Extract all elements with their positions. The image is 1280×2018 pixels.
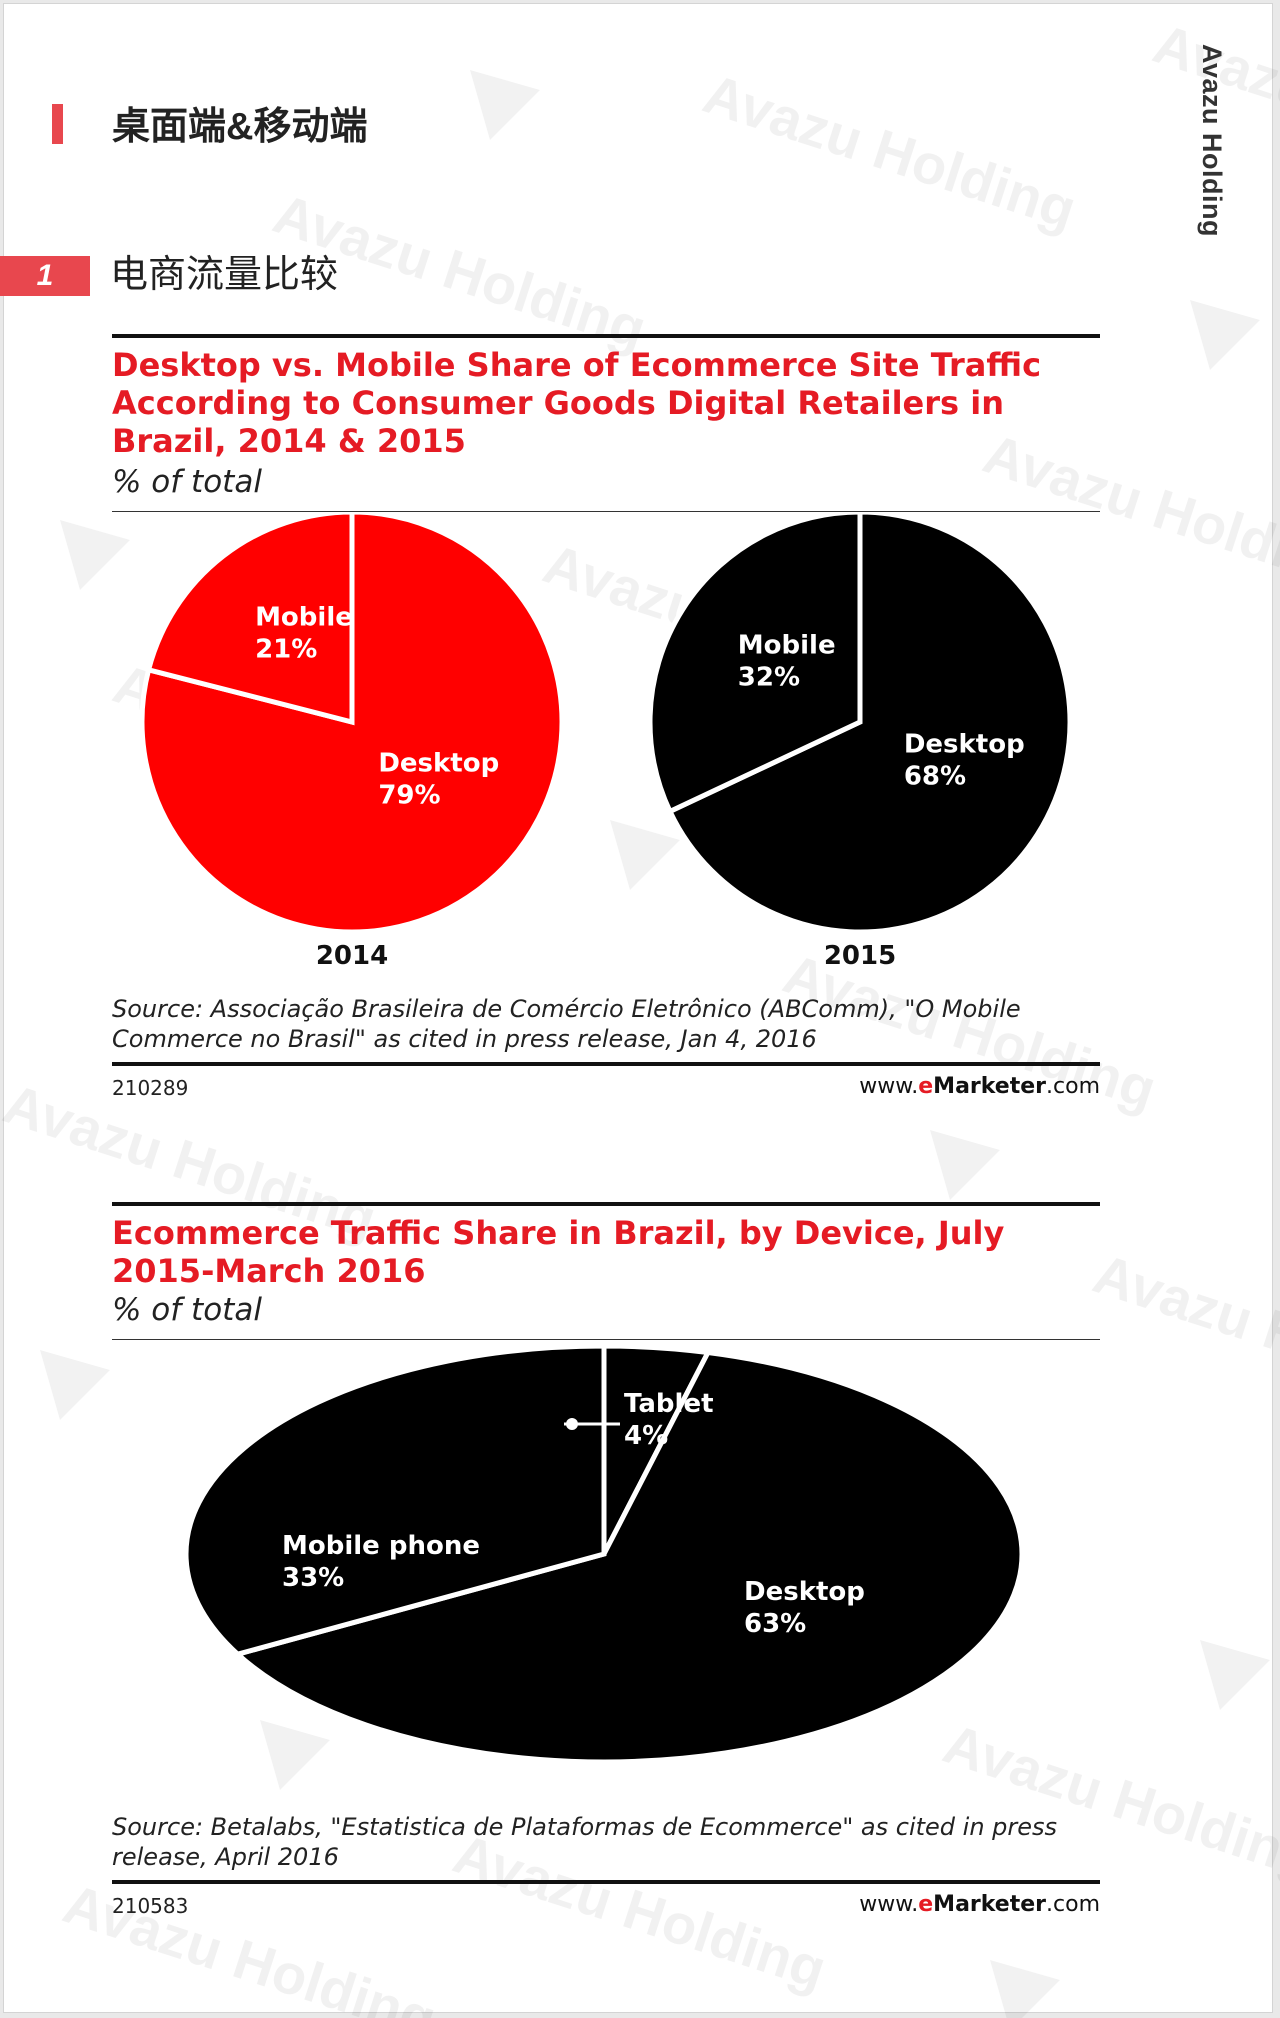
slice-label-name: Desktop	[744, 1577, 865, 1607]
credit-suffix: .com	[1046, 1074, 1100, 1099]
chart-source: Source: Associação Brasileira de Comérci…	[112, 995, 1021, 1053]
chart-id: 210289	[112, 1076, 189, 1100]
credit-e: e	[918, 1892, 934, 1917]
emarketer-credit: www.eMarketer.com	[859, 1074, 1100, 1099]
chart-bottom-rule	[112, 1880, 1100, 1884]
slice-label-value: 68%	[904, 762, 966, 792]
subsection-number-badge: 1	[0, 256, 90, 296]
chart-top-rule	[112, 334, 1100, 338]
pie-year-label: 2014	[316, 941, 388, 971]
chart-top-rule	[112, 1202, 1100, 1206]
chart-title: Ecommerce Traffic Share in Brazil, by De…	[112, 1214, 1005, 1290]
subsection-title: 电商流量比较	[110, 254, 339, 296]
chart-bottom-rule	[112, 1062, 1100, 1066]
chart-desktop-vs-mobile-2014-2015: Desktop vs. Mobile Share of Ecommerce Si…	[112, 334, 1100, 1104]
slice-label-name: Desktop	[904, 730, 1025, 760]
section-title: 桌面端&移动端	[112, 106, 368, 148]
chart-id: 210583	[112, 1894, 189, 1918]
chart-title-rule	[112, 1339, 1100, 1340]
pie-slice-mobile-phone	[183, 1343, 607, 1657]
slice-label-value: 21%	[255, 635, 317, 665]
brand-name: Avazu Holding	[1197, 44, 1227, 237]
chart-source: Source: Betalabs, "Estatistica de Plataf…	[112, 1813, 1058, 1871]
slice-label-value: 32%	[738, 662, 800, 692]
slice-label-name: Tablet	[624, 1389, 714, 1419]
section-accent-bar	[52, 104, 63, 144]
slice-label-value: 79%	[378, 781, 440, 811]
credit-marketer: Marketer	[933, 1892, 1047, 1917]
slice-label-value: 4%	[624, 1421, 668, 1451]
pie-slice-desktop	[232, 1349, 1025, 1765]
chart-traffic-share-by-device: Ecommerce Traffic Share in Brazil, by De…	[112, 1202, 1100, 1932]
credit-prefix: www.	[859, 1074, 919, 1099]
slice-label-name: Desktop	[378, 749, 499, 779]
chart-title: Desktop vs. Mobile Share of Ecommerce Si…	[112, 346, 1042, 460]
slice-label-value: 63%	[744, 1609, 806, 1639]
pie-year-label: 2015	[824, 941, 896, 971]
credit-suffix: .com	[1046, 1892, 1100, 1917]
pie-slice-mobile	[647, 512, 863, 815]
tablet-callout-dot	[566, 1418, 578, 1430]
pie-slice-desktop	[666, 512, 1073, 935]
chart-subtitle: % of total	[112, 1292, 262, 1328]
pie-slice-mobile	[145, 512, 355, 726]
slice-label-name: Mobile	[255, 603, 353, 633]
slice-label-name: Mobile phone	[282, 1531, 480, 1561]
chart-subtitle: % of total	[112, 464, 262, 500]
chart-title-rule	[112, 511, 1100, 512]
credit-e: e	[918, 1074, 934, 1099]
slice-label-name: Mobile	[738, 630, 836, 660]
slice-label-value: 33%	[282, 1563, 344, 1593]
emarketer-credit: www.eMarketer.com	[859, 1892, 1100, 1917]
credit-prefix: www.	[859, 1892, 919, 1917]
pie-chart-area: Mobile21%Desktop79%2014Mobile32%Desktop6…	[139, 512, 1073, 971]
credit-marketer: Marketer	[933, 1074, 1047, 1099]
